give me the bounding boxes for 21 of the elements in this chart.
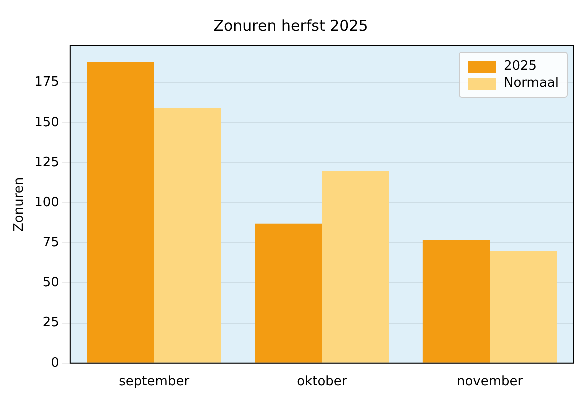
bar (322, 171, 390, 363)
y-tick-label: 50 (42, 276, 60, 291)
y-tick-label: 100 (34, 195, 60, 210)
x-tick-label: november (456, 374, 524, 390)
x-tick-label: september (119, 374, 190, 390)
bar (490, 251, 558, 363)
legend-label: Normaal (504, 76, 559, 91)
y-axis-title: Zonuren (12, 177, 28, 232)
y-tick-label: 175 (34, 75, 60, 90)
y-tick-label: 25 (42, 316, 60, 331)
x-tick-label: oktober (297, 374, 348, 390)
bar (255, 224, 322, 363)
y-tick-label: 0 (51, 356, 60, 371)
legend-label: 2025 (504, 59, 538, 74)
bar (422, 240, 490, 363)
y-tick-label: 150 (34, 115, 60, 130)
bar (154, 108, 222, 363)
bar (87, 62, 154, 363)
y-tick-label: 75 (42, 236, 60, 251)
y-tick-label: 125 (34, 155, 60, 170)
chart-title: Zonuren herfst 2025 (214, 16, 368, 35)
